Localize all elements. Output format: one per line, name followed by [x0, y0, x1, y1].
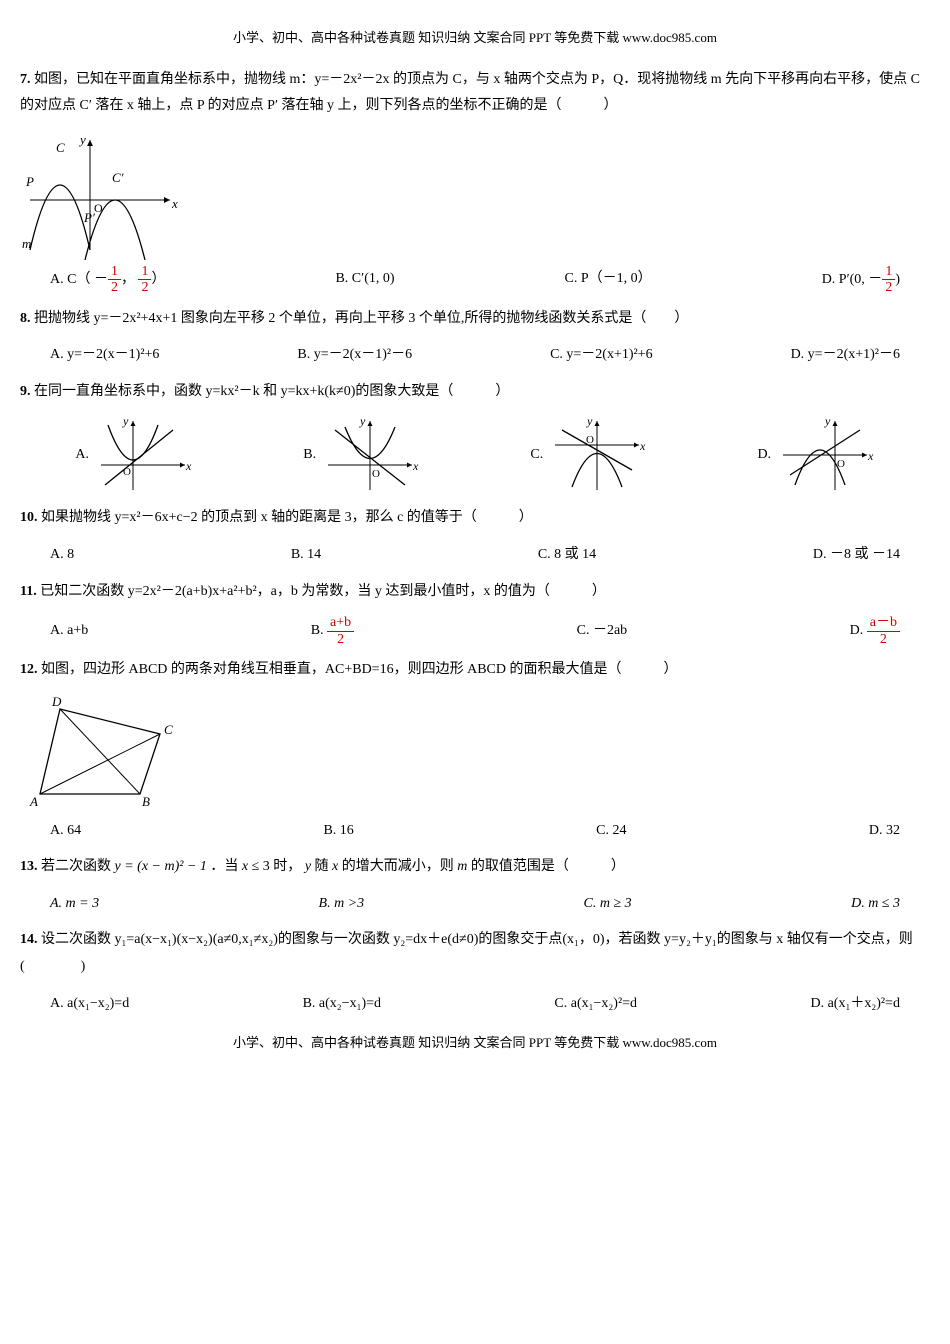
q14-optB: B. a(x₂−x₁)=d — [303, 991, 381, 1018]
question-11: 11. 已知二次函数 y=2x²－2(a+b)x+a²+b²，a，b 为常数，当… — [20, 579, 930, 606]
question-7: 7. 如图，已知在平面直角坐标系中，抛物线 m：y=－2x²－2x 的顶点为 C… — [20, 67, 930, 120]
svg-text:y: y — [122, 415, 129, 428]
svg-text:y: y — [586, 415, 593, 428]
q8-optA: A. y=－2(x－1)²+6 — [50, 342, 159, 369]
svg-text:P: P — [25, 174, 34, 189]
svg-text:x: x — [867, 449, 874, 463]
q10-options: A. 8 B. 14 C. 8 或 14 D. －8 或 －14 — [50, 542, 900, 569]
q14-text: 设二次函数 y₁=a(x−x₁)(x−x₂)(a≠0,x₁≠x₂)的图象与一次函… — [20, 932, 913, 974]
svg-text:m: m — [22, 236, 31, 251]
svg-text:D: D — [51, 694, 62, 709]
q8-optD: D. y=－2(x+1)²－6 — [791, 342, 900, 369]
q13-expr-y: y = (x − m)² − 1 — [111, 859, 210, 874]
q8-text: 把抛物线 y=－2x²+4x+1 图象向左平移 2 个单位，再向上平移 3 个单… — [34, 311, 688, 326]
q10-optC: C. 8 或 14 — [538, 542, 596, 569]
q14-optA: A. a(x₁−x₂)=d — [50, 991, 129, 1018]
q14-optD: D. a(x₁＋x₂)²=d — [810, 991, 900, 1018]
svg-text:x: x — [185, 459, 192, 473]
q11-optB: B. a+b2 — [311, 615, 354, 647]
q8-options: A. y=－2(x－1)²+6 B. y=－2(x－1)²－6 C. y=－2(… — [50, 342, 900, 369]
q10-text: 如果抛物线 y=x²－6x+c−2 的顶点到 x 轴的距离是 3，那么 c 的值… — [41, 510, 533, 525]
q7-optB: B. C′(1, 0) — [335, 266, 394, 293]
q12-figure: A B C D — [20, 694, 930, 814]
q13-optC: C. m ≥ 3 — [584, 891, 632, 918]
q12-optC: C. 24 — [596, 818, 626, 845]
svg-text:x: x — [171, 196, 178, 211]
q9-optC: C. x y O — [530, 415, 646, 495]
page-footer: 小学、初中、高中各种试卷真题 知识归纳 文案合同 PPT 等免费下载 www.d… — [20, 1025, 930, 1062]
q8-optB: B. y=－2(x－1)²－6 — [297, 342, 412, 369]
svg-text:A: A — [29, 794, 38, 809]
q13-number: 13. — [20, 859, 38, 874]
q9-optB: B. x y O — [303, 415, 419, 495]
question-10: 10. 如果抛物线 y=x²－6x+c−2 的顶点到 x 轴的距离是 3，那么 … — [20, 505, 930, 532]
q10-optD: D. －8 或 －14 — [813, 542, 900, 569]
q13-optD: D. m ≤ 3 — [851, 891, 900, 918]
q14-optC: C. a(x₁−x₂)²=d — [554, 991, 637, 1018]
question-8: 8. 把抛物线 y=－2x²+4x+1 图象向左平移 2 个单位，再向上平移 3… — [20, 306, 930, 333]
q11-number: 11. — [20, 584, 37, 599]
q13-options: A. m = 3 B. m >3 C. m ≥ 3 D. m ≤ 3 — [50, 891, 900, 918]
q9-number: 9. — [20, 384, 31, 399]
q8-number: 8. — [20, 311, 31, 326]
q7-text: 如图，已知在平面直角坐标系中，抛物线 m：y=－2x²－2x 的顶点为 C，与 … — [20, 72, 920, 114]
q12-optB: B. 16 — [323, 818, 353, 845]
svg-text:C: C — [164, 722, 173, 737]
q7-number: 7. — [20, 72, 31, 87]
q7-optC: C. P（－1, 0） — [565, 266, 652, 293]
q12-text: 如图，四边形 ABCD 的两条对角线互相垂直，AC+BD=16，则四边形 ABC… — [41, 662, 677, 677]
q11-text: 已知二次函数 y=2x²－2(a+b)x+a²+b²，a，b 为常数，当 y 达… — [40, 584, 606, 599]
q10-number: 10. — [20, 510, 38, 525]
q12-number: 12. — [20, 662, 38, 677]
svg-text:x: x — [639, 439, 646, 453]
q12-optA: A. 64 — [50, 818, 81, 845]
svg-text:y: y — [824, 415, 831, 428]
svg-text:O: O — [94, 201, 103, 215]
q7-options: A. C（ －12， 12） B. C′(1, 0) C. P（－1, 0） D… — [50, 264, 900, 296]
question-14: 14. 设二次函数 y₁=a(x−x₁)(x−x₂)(a≠0,x₁≠x₂)的图象… — [20, 927, 930, 980]
question-13: 13. 若二次函数 y = (x − m)² − 1 ．当 x ≤ 3 时， y… — [20, 854, 930, 881]
svg-text:O: O — [372, 468, 380, 480]
q13-optA: A. m = 3 — [50, 891, 99, 918]
q13-optB: B. m >3 — [319, 891, 365, 918]
q14-options: A. a(x₁−x₂)=d B. a(x₂−x₁)=d C. a(x₁−x₂)²… — [50, 991, 900, 1018]
q12-options: A. 64 B. 16 C. 24 D. 32 — [50, 818, 900, 845]
q10-optA: A. 8 — [50, 542, 74, 569]
svg-text:O: O — [123, 466, 131, 478]
svg-text:C′: C′ — [112, 170, 124, 185]
svg-text:y: y — [78, 132, 86, 147]
q10-optB: B. 14 — [291, 542, 321, 569]
svg-text:O: O — [586, 434, 594, 446]
svg-text:C: C — [56, 140, 65, 155]
q9-text: 在同一直角坐标系中，函数 y=kx²－k 和 y=kx+k(k≠0)的图象大致是… — [34, 384, 509, 399]
q8-optC: C. y=－2(x+1)²+6 — [550, 342, 653, 369]
svg-text:y: y — [359, 415, 366, 428]
q7-optA: A. C（ －12， 12） — [50, 264, 165, 296]
page-header: 小学、初中、高中各种试卷真题 知识归纳 文案合同 PPT 等免费下载 www.d… — [20, 20, 930, 57]
svg-text:x: x — [412, 459, 419, 473]
q11-optC: C. －2ab — [577, 618, 628, 645]
svg-text:O: O — [837, 458, 845, 470]
q11-options: A. a+b B. a+b2 C. －2ab D. a－b2 — [50, 615, 900, 647]
q9-optD: D. x y O — [757, 415, 874, 495]
q11-optD: D. a－b2 — [850, 615, 900, 647]
q14-number: 14. — [20, 932, 38, 947]
q13-text-pre: 若二次函数 — [41, 859, 111, 874]
q9-optA: A. x y O — [75, 415, 192, 495]
q11-optA: A. a+b — [50, 618, 88, 645]
svg-text:B: B — [142, 794, 150, 809]
q7-optD: D. P′(0, －12) — [822, 264, 900, 296]
q7-figure: x y C C′ P P′ O m — [20, 130, 930, 260]
q12-optD: D. 32 — [869, 818, 900, 845]
question-9: 9. 在同一直角坐标系中，函数 y=kx²－k 和 y=kx+k(k≠0)的图象… — [20, 379, 930, 406]
question-12: 12. 如图，四边形 ABCD 的两条对角线互相垂直，AC+BD=16，则四边形… — [20, 657, 930, 684]
q9-options: A. x y O B. x y O C. x — [20, 415, 930, 495]
